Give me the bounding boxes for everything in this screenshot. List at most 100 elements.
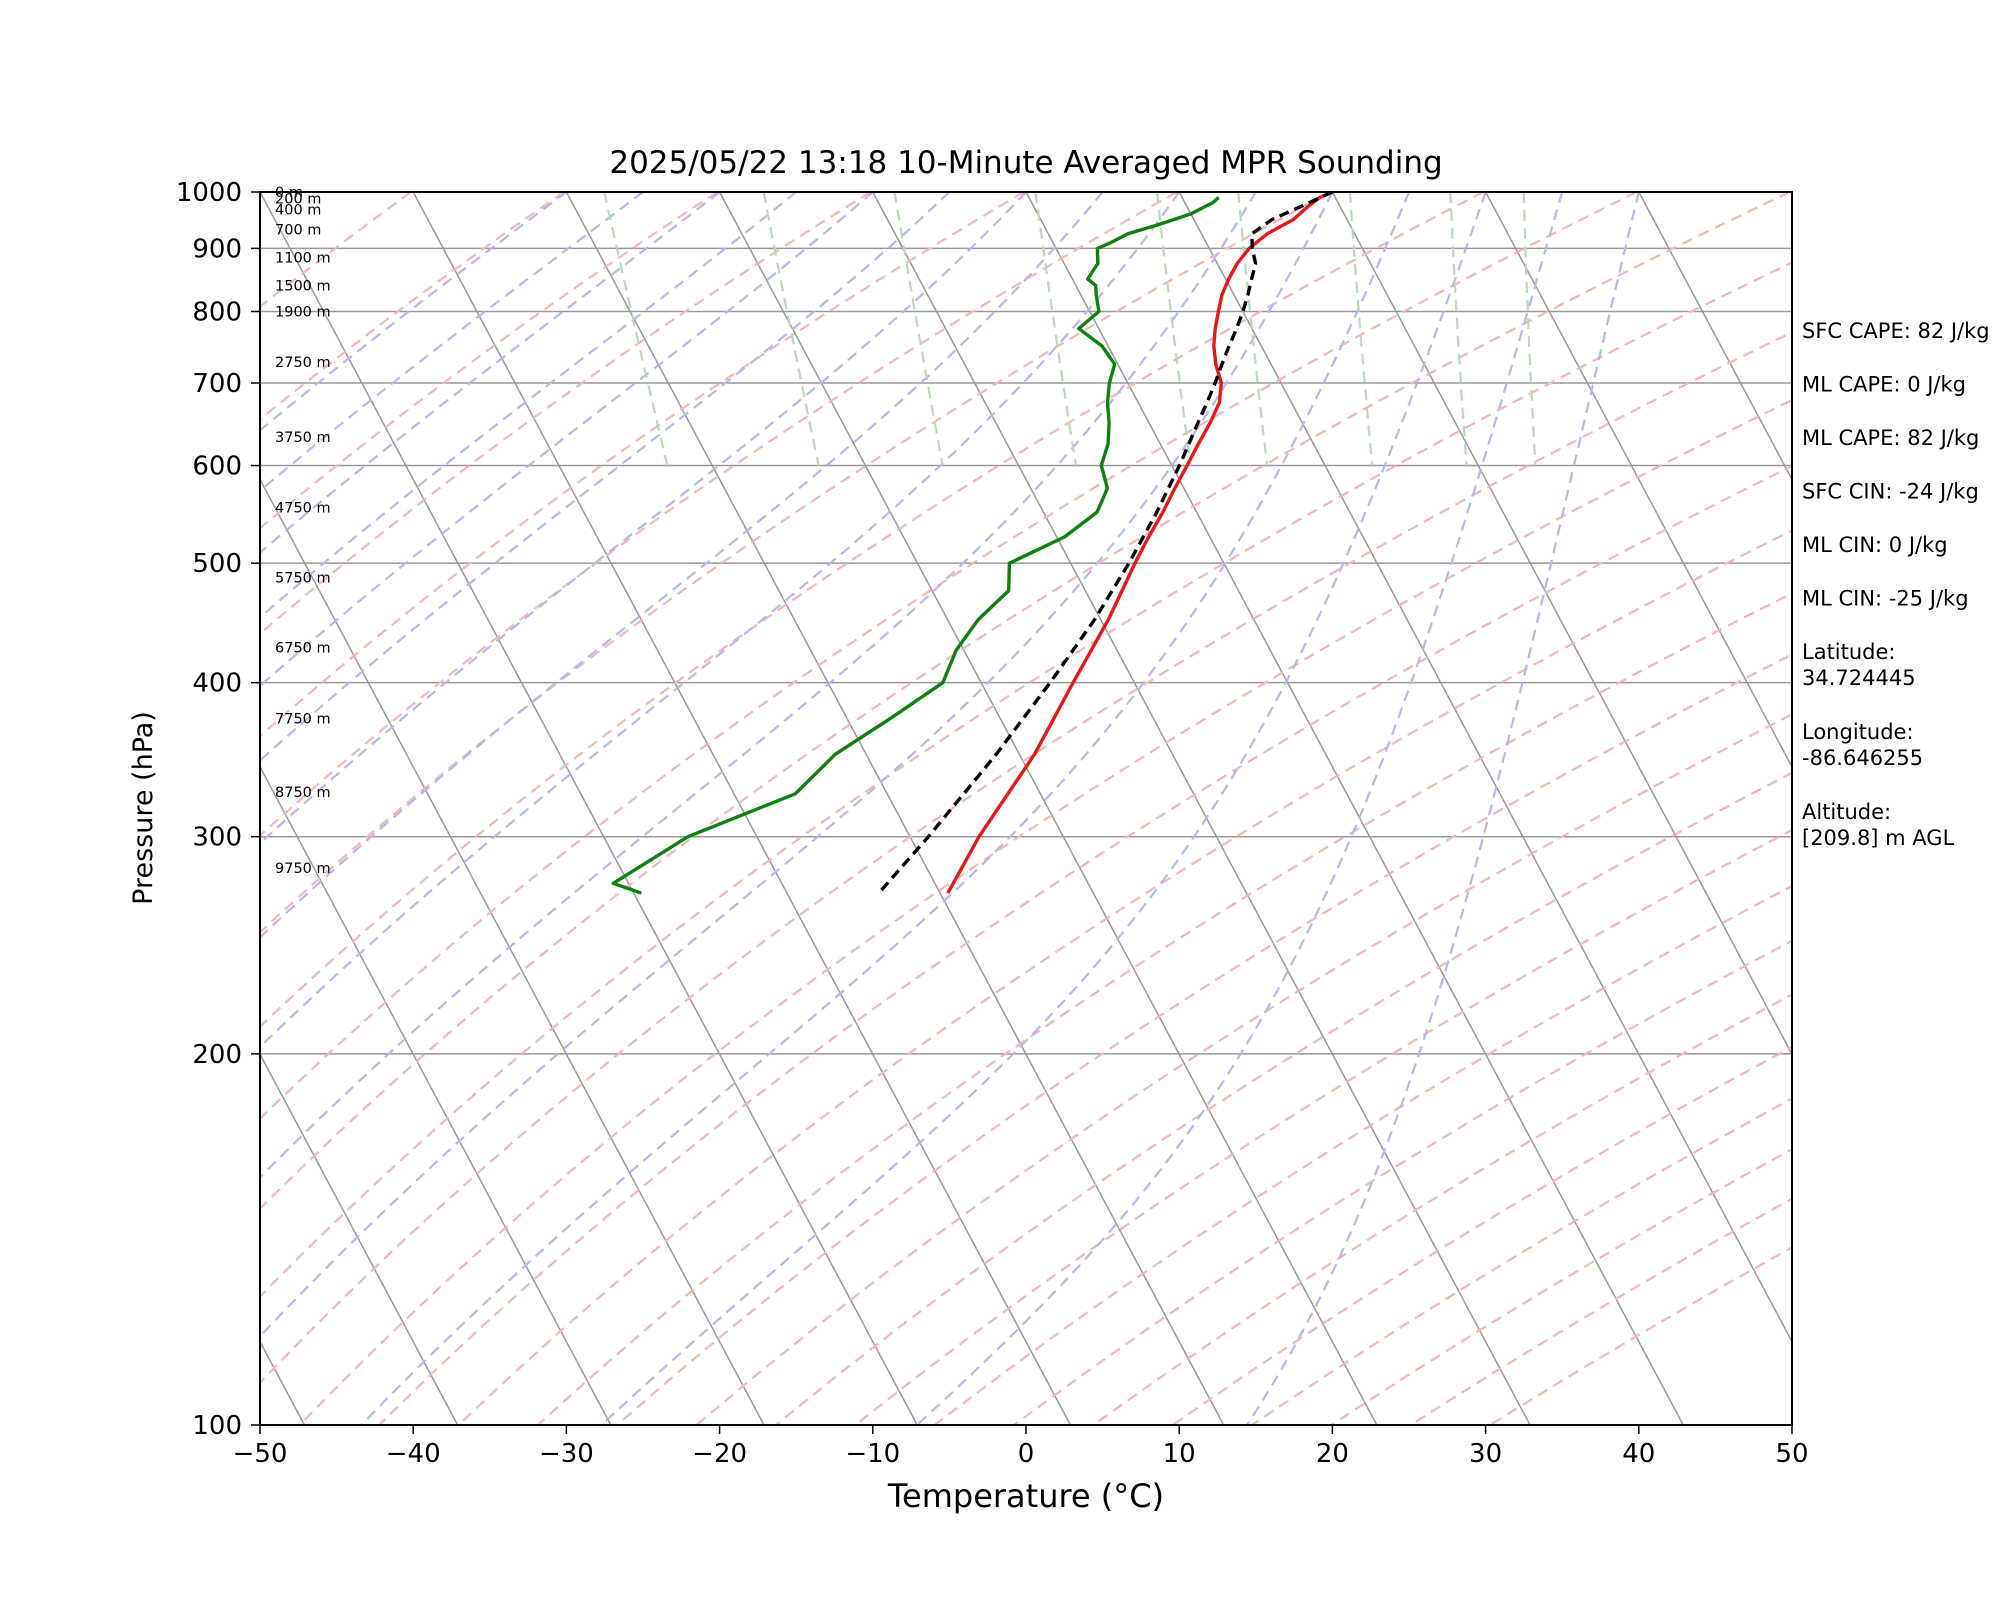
y-tick-label: 700 (192, 369, 242, 399)
annotations-panel: SFC CAPE: 82 J/kg ML CAPE: 0 J/kg ML CAPE:… (1802, 319, 1990, 850)
moist-adiabat (600, 192, 1487, 1425)
mixing-ratio-line (1237, 192, 1269, 466)
dry-adiabat (260, 192, 1637, 1121)
moist-adiabat (260, 192, 951, 763)
x-tick-label: −30 (539, 1439, 594, 1469)
height-label: 400 m (275, 202, 321, 218)
y-tick-label: 1000 (176, 178, 242, 208)
x-axis: −50 −40 −30 −20 −10 0 10 20 30 40 50 (233, 1425, 1809, 1469)
parcel-line (877, 192, 1334, 895)
moist-adiabat (260, 192, 644, 493)
annotation-text: ML CAPE: 0 J/kg (1802, 373, 1966, 397)
dry-adiabat (260, 192, 565, 421)
moist-adiabat (260, 192, 1334, 1339)
dry-adiabat (378, 464, 1792, 1425)
height-label: 3750 m (275, 430, 331, 446)
annotation-text: ML CAPE: 82 J/kg (1802, 426, 1979, 450)
mixing-ratio-line (762, 192, 820, 466)
y-tick-label: 200 (192, 1040, 242, 1070)
isotherm-line (260, 477, 765, 1425)
annotation-text: Latitude: 34.724445 (1802, 640, 1916, 690)
dry-adiabat (260, 192, 1791, 1211)
mixing-ratio-line (1449, 192, 1468, 466)
annotation-text: ML CIN: -25 J/kg (1802, 587, 1969, 611)
height-label: 8750 m (275, 785, 331, 801)
height-label: 6750 m (275, 641, 331, 657)
temperature-line (946, 192, 1334, 894)
x-tick-label: 10 (1163, 1439, 1196, 1469)
x-axis-label: Temperature (°C) (887, 1477, 1164, 1515)
mixing-ratio-line (893, 192, 944, 466)
moist-adiabat (1246, 192, 1640, 1425)
dry-adiabat (260, 192, 1025, 738)
chart-title: 2025/05/22 13:18 10-Minute Averaged MPR … (609, 145, 1442, 181)
isotherm-line (412, 192, 1072, 1425)
y-axis-label: Pressure (hPa) (128, 711, 159, 905)
dry-adiabat (695, 713, 1792, 1425)
isotherm-line (1178, 192, 1792, 1344)
isotherm-line (1025, 192, 1684, 1425)
data-lines (611, 192, 1334, 895)
y-tick-label: 100 (192, 1411, 242, 1441)
dry-adiabat (260, 331, 1792, 1385)
dry-adiabat (260, 192, 412, 309)
moist-adiabat (360, 192, 1411, 1425)
mixing-ratio-line (603, 192, 669, 466)
isotherm-line (260, 192, 918, 1425)
dewpoint-line (611, 196, 1220, 895)
isotherm-line (565, 192, 1225, 1425)
isotherm-line (260, 765, 612, 1425)
x-tick-label: −20 (692, 1439, 747, 1469)
moist-adiabat (916, 192, 1564, 1425)
y-tick-label: 900 (192, 234, 242, 264)
y-tick-label: 300 (192, 823, 242, 853)
x-tick-label: −40 (386, 1439, 441, 1469)
moist-adiabat (260, 192, 1027, 845)
x-tick-label: −10 (845, 1439, 900, 1469)
dry-adiabat (457, 529, 1792, 1425)
moist-adiabat (260, 192, 874, 688)
x-tick-label: 0 (1018, 1439, 1035, 1469)
x-tick-label: 30 (1469, 1439, 1502, 1469)
dry-adiabat (260, 192, 872, 636)
height-label: 200 m (275, 191, 321, 207)
annotation-text: ML CIN: 0 J/kg (1802, 533, 1948, 557)
moist-adiabat (260, 192, 1181, 1049)
moist-adiabat (260, 192, 1257, 1179)
moist-adiabat (260, 192, 1104, 939)
annotation-text: SFC CAPE: 82 J/kg (1802, 319, 1990, 343)
height-label: 4750 m (275, 500, 331, 516)
height-label: 1900 m (275, 304, 331, 320)
annotation-text: SFC CIN: -24 J/kg (1802, 480, 1979, 504)
dry-adiabat (260, 192, 718, 530)
height-label: 7750 m (275, 712, 331, 728)
moist-adiabat (260, 192, 568, 432)
dry-adiabat (854, 828, 1792, 1425)
dry-adiabat (260, 192, 1484, 1029)
x-tick-label: 40 (1622, 1439, 1655, 1469)
isotherm-line (1331, 192, 1792, 1056)
height-label: 700 m (275, 223, 321, 239)
dry-adiabat (260, 192, 1178, 838)
y-tick-label: 400 (192, 669, 242, 699)
x-tick-label: 50 (1775, 1439, 1808, 1469)
isotherm-line (1484, 192, 1792, 769)
background-lines (260, 192, 1792, 1425)
x-tick-label: −50 (233, 1439, 288, 1469)
mixing-ratio-line (1034, 192, 1077, 466)
height-label: 1500 m (275, 278, 331, 294)
isotherm-line (1638, 192, 1792, 482)
isotherm-line (872, 192, 1531, 1425)
height-label: 5750 m (275, 570, 331, 586)
dry-adiabat (260, 261, 1792, 1299)
annotation-text: Altitude: [209.8] m AGL (1802, 800, 1955, 850)
mixing-ratio-line (1155, 192, 1192, 466)
x-tick-label: 20 (1316, 1439, 1349, 1469)
mixing-ratio-line (1348, 192, 1374, 466)
height-label: 2750 m (275, 355, 331, 371)
dry-adiabat (537, 592, 1792, 1425)
dry-adiabat (260, 192, 1331, 934)
height-label: 1100 m (275, 250, 331, 266)
isotherm-line (260, 1052, 459, 1425)
